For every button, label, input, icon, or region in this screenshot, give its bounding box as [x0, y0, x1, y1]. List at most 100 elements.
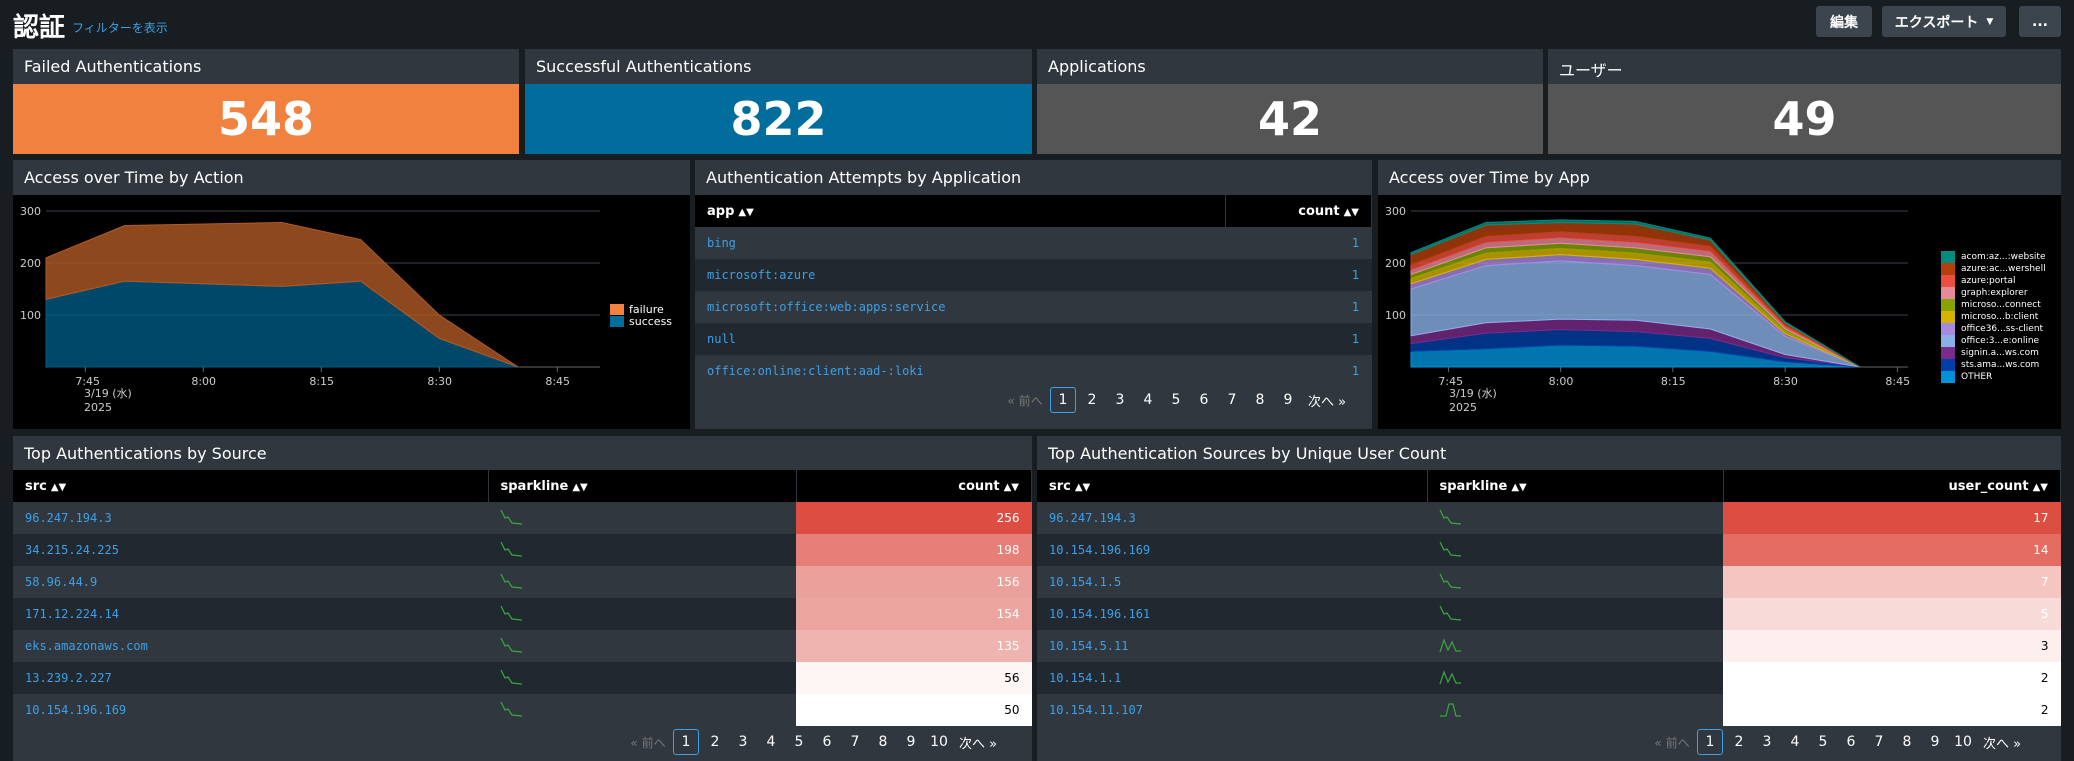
page-button-9[interactable]: 9	[1283, 392, 1293, 408]
table-row[interactable]: 34.215.24.225 198	[13, 534, 1032, 566]
count-cell[interactable]: 7	[1723, 566, 2061, 598]
page-button-4[interactable]: 4	[766, 734, 776, 750]
page-button-9[interactable]: 9	[906, 734, 916, 750]
table-row[interactable]: 171.12.224.14 154	[13, 598, 1032, 630]
legend-item[interactable]: azure:ac...wershell	[1941, 263, 2046, 275]
count-cell[interactable]: 3	[1723, 630, 2061, 662]
column-header-count[interactable]: count ▲▼	[1225, 195, 1372, 227]
kpi-value[interactable]: 49	[1548, 84, 2061, 154]
table-row[interactable]: eks.amazonaws.com 135	[13, 630, 1032, 662]
page-button-1[interactable]: 1	[673, 729, 699, 755]
column-header-sparkline[interactable]: sparkline ▲▼	[488, 470, 797, 502]
src-cell[interactable]: 10.154.196.161	[1037, 598, 1427, 630]
column-header-sparkline[interactable]: sparkline ▲▼	[1427, 470, 1724, 502]
page-button-1[interactable]: 1	[1050, 387, 1076, 413]
count-cell[interactable]: 135	[796, 630, 1032, 662]
show-filters-link[interactable]: フィルターを表示	[72, 21, 168, 35]
next-page-button[interactable]: 次へ »	[1982, 736, 2022, 752]
count-cell[interactable]: 256	[796, 502, 1032, 534]
legend-item[interactable]: OTHER	[1941, 371, 2046, 383]
page-button-7[interactable]: 7	[850, 734, 860, 750]
count-cell[interactable]: 5	[1723, 598, 2061, 630]
count-cell[interactable]: 2	[1723, 694, 2061, 726]
src-cell[interactable]: 10.154.11.107	[1037, 694, 1427, 726]
table-row[interactable]: 10.154.11.107 2	[1037, 694, 2061, 726]
page-button-3[interactable]: 3	[738, 734, 748, 750]
page-button-8[interactable]: 8	[878, 734, 888, 750]
src-cell[interactable]: 10.154.1.1	[1037, 662, 1427, 694]
prev-page-button[interactable]: « 前へ	[630, 735, 666, 750]
page-button-1[interactable]: 1	[1697, 729, 1723, 755]
column-header-user-count[interactable]: user_count ▲▼	[1723, 470, 2061, 502]
next-page-button[interactable]: 次へ »	[1307, 394, 1347, 410]
page-button-6[interactable]: 6	[822, 734, 832, 750]
legend-item[interactable]: microso...b:client	[1941, 311, 2046, 323]
page-button-8[interactable]: 8	[1255, 392, 1265, 408]
edit-button[interactable]: 編集	[1816, 6, 1872, 37]
count-cell[interactable]: 154	[796, 598, 1032, 630]
prev-page-button[interactable]: « 前へ	[1007, 393, 1043, 408]
count-cell[interactable]: 56	[796, 662, 1032, 694]
table-row[interactable]: 10.154.196.169 14	[1037, 534, 2061, 566]
page-button-2[interactable]: 2	[1734, 734, 1744, 750]
src-cell[interactable]: 10.154.196.169	[13, 694, 488, 726]
page-button-7[interactable]: 7	[1227, 392, 1237, 408]
page-button-3[interactable]: 3	[1762, 734, 1772, 750]
legend-item[interactable]: azure:portal	[1941, 275, 2046, 287]
area-series-acom-az-website[interactable]	[1410, 219, 1861, 368]
src-cell[interactable]: 10.154.5.11	[1037, 630, 1427, 662]
legend-item[interactable]: graph:explorer	[1941, 287, 2046, 299]
table-row[interactable]: 10.154.196.169 50	[13, 694, 1032, 726]
count-cell[interactable]: 50	[796, 694, 1032, 726]
page-button-6[interactable]: 6	[1846, 734, 1856, 750]
column-header-app[interactable]: app ▲▼	[695, 195, 1226, 227]
src-cell[interactable]: 10.154.196.169	[1037, 534, 1427, 566]
table-row[interactable]: 10.154.1.5 7	[1037, 566, 2061, 598]
kpi-value[interactable]: 42	[1037, 84, 1543, 154]
count-cell[interactable]: 14	[1723, 534, 2061, 566]
page-button-2[interactable]: 2	[710, 734, 720, 750]
export-button[interactable]: エクスポート ▼	[1882, 6, 2006, 37]
legend-item-success[interactable]: success	[610, 315, 672, 328]
table-row[interactable]: microsoft:azure 1	[695, 259, 1372, 291]
page-button-9[interactable]: 9	[1930, 734, 1940, 750]
count-cell[interactable]: 156	[796, 566, 1032, 598]
table-row[interactable]: 58.96.44.9 156	[13, 566, 1032, 598]
src-cell[interactable]: 96.247.194.3	[13, 502, 488, 534]
table-row[interactable]: 10.154.1.1 2	[1037, 662, 2061, 694]
prev-page-button[interactable]: « 前へ	[1654, 735, 1690, 750]
legend-item-failure[interactable]: failure	[610, 303, 672, 316]
page-button-8[interactable]: 8	[1902, 734, 1912, 750]
page-button-4[interactable]: 4	[1143, 392, 1153, 408]
count-cell[interactable]: 17	[1723, 502, 2061, 534]
page-button-3[interactable]: 3	[1115, 392, 1125, 408]
count-cell[interactable]: 2	[1723, 662, 2061, 694]
src-cell[interactable]: 34.215.24.225	[13, 534, 488, 566]
src-cell[interactable]: 13.239.2.227	[13, 662, 488, 694]
page-button-5[interactable]: 5	[1818, 734, 1828, 750]
page-button-10[interactable]: 10	[930, 734, 948, 750]
count-cell[interactable]: 198	[796, 534, 1032, 566]
table-row[interactable]: 13.239.2.227 56	[13, 662, 1032, 694]
page-button-7[interactable]: 7	[1874, 734, 1884, 750]
page-button-10[interactable]: 10	[1954, 734, 1972, 750]
legend-item[interactable]: office36...ss-client	[1941, 323, 2046, 335]
src-cell[interactable]: 10.154.1.5	[1037, 566, 1427, 598]
more-button[interactable]: ...	[2019, 6, 2061, 37]
area-series-failure[interactable]	[45, 221, 519, 368]
src-cell[interactable]: 96.247.194.3	[1037, 502, 1427, 534]
table-row[interactable]: 10.154.5.11 3	[1037, 630, 2061, 662]
column-header-count[interactable]: count ▲▼	[796, 470, 1032, 502]
page-button-4[interactable]: 4	[1790, 734, 1800, 750]
column-header-src[interactable]: src ▲▼	[1037, 470, 1428, 502]
src-cell[interactable]: 58.96.44.9	[13, 566, 488, 598]
legend-item[interactable]: sts.ama...ws.com	[1941, 359, 2046, 371]
kpi-value[interactable]: 822	[525, 84, 1032, 154]
table-row[interactable]: bing 1	[695, 227, 1372, 259]
next-page-button[interactable]: 次へ »	[958, 736, 998, 752]
src-cell[interactable]: eks.amazonaws.com	[13, 630, 488, 662]
kpi-value[interactable]: 548	[13, 84, 519, 154]
table-row[interactable]: office:online:client:aad-:loki 1	[695, 355, 1372, 387]
table-row[interactable]: 96.247.194.3 17	[1037, 502, 2061, 534]
